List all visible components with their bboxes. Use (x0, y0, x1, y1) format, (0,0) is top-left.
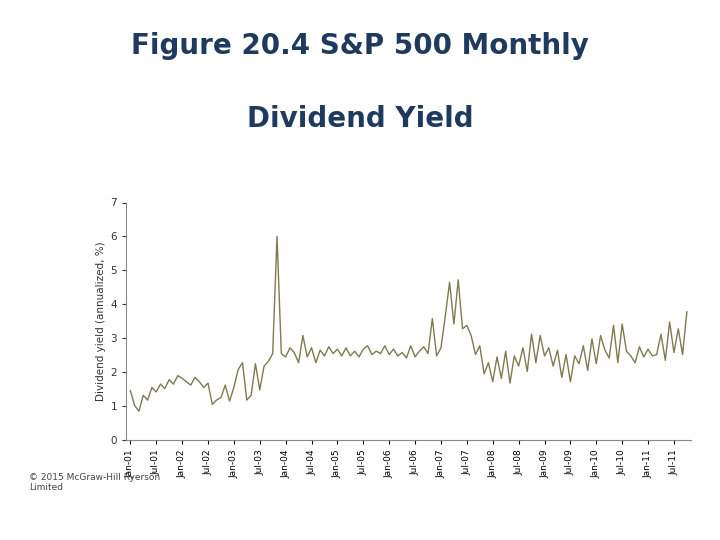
Text: 20-23: 20-23 (652, 513, 691, 526)
Text: Dividend Yield: Dividend Yield (247, 105, 473, 133)
Y-axis label: Dividend yield (annualized, %): Dividend yield (annualized, %) (96, 241, 106, 401)
Text: Figure 20.4 S&P 500 Monthly: Figure 20.4 S&P 500 Monthly (131, 32, 589, 60)
Text: © 2015 McGraw-Hill Ryerson
Limited: © 2015 McGraw-Hill Ryerson Limited (29, 472, 160, 492)
